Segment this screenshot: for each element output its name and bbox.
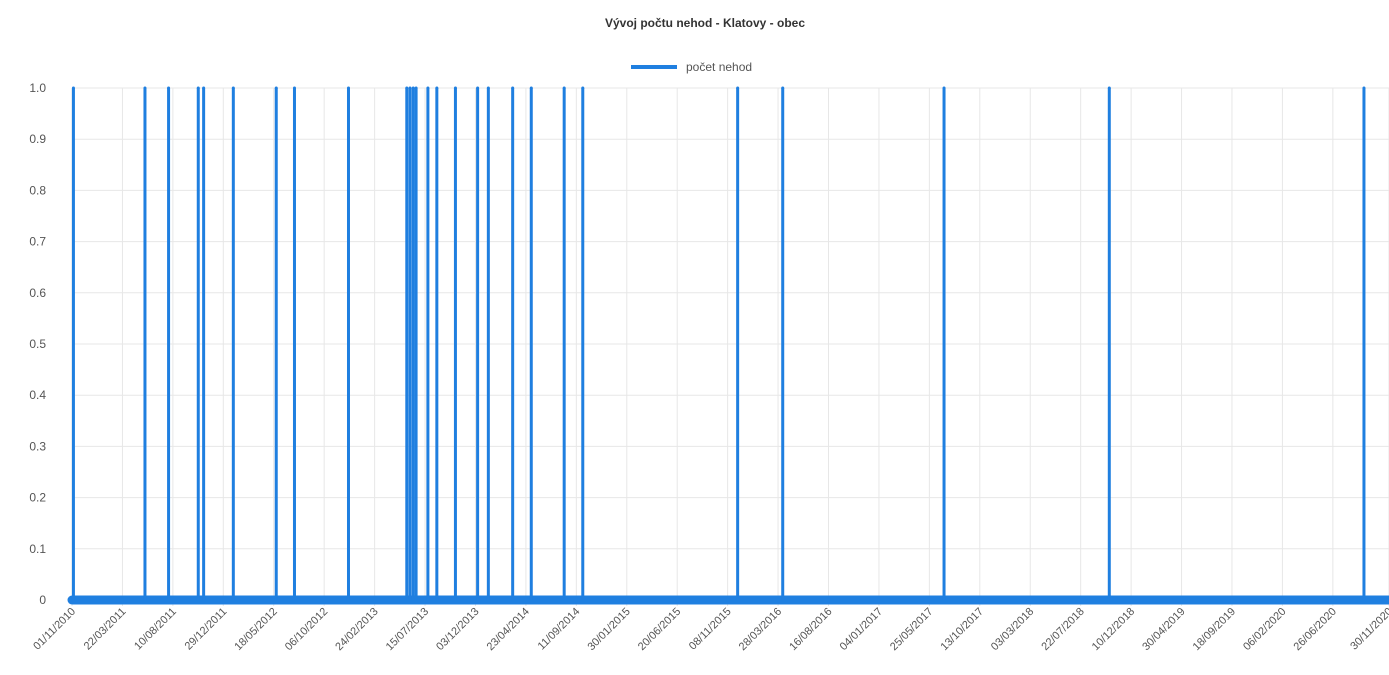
data-point [71,86,75,90]
y-tick-label: 0.8 [29,183,46,197]
legend-label: počet nehod [686,60,752,74]
legend[interactable]: počet nehod [631,60,752,74]
data-point [781,86,785,90]
x-tick-label: 24/02/2013 [333,606,380,653]
data-point [453,86,457,90]
data-point [167,86,171,90]
data-point [562,86,566,90]
x-tick-label: 10/12/2018 [1090,606,1137,653]
data-point [476,86,480,90]
x-tick-label: 22/07/2018 [1039,606,1086,653]
data-point [196,86,200,90]
data-point [581,86,585,90]
x-tick-label: 13/10/2017 [939,606,986,653]
x-tick-label: 22/03/2011 [82,606,129,653]
data-point [435,86,439,90]
data-point [426,86,430,90]
series-pocet-nehod [67,86,1389,605]
x-tick-label: 15/07/2013 [384,606,431,653]
y-tick-label: 0.1 [29,542,46,556]
chart-title: Vývoj počtu nehod - Klatovy - obec [605,16,805,30]
y-tick-label: 0.2 [29,491,46,505]
data-point [202,86,206,90]
x-tick-label: 26/06/2020 [1292,606,1339,653]
x-tick-label: 06/02/2020 [1241,606,1288,653]
data-point [274,86,278,90]
x-tick-label: 29/12/2011 [183,606,230,653]
x-tick-label: 06/10/2012 [283,606,330,653]
x-tick-label: 11/09/2014 [536,606,583,653]
y-axis: 0 0.1 0.2 0.3 0.4 0.5 0.6 0.7 0.8 0.9 1.0 [29,81,46,607]
data-point [231,86,235,90]
x-tick-label: 25/05/2017 [888,606,935,653]
y-tick-label: 0.3 [29,439,46,453]
x-tick-label: 08/11/2015 [687,606,734,653]
data-point [346,86,350,90]
x-tick-label: 03/03/2018 [989,606,1036,653]
x-axis: 01/11/2010 22/03/2011 10/08/2011 29/12/2011… [31,606,1389,653]
data-point [511,86,515,90]
x-tick-label: 03/12/2013 [434,606,481,653]
y-tick-label: 0.5 [29,337,46,351]
data-point [529,86,533,90]
y-tick-label: 0.9 [29,132,46,146]
x-tick-label: 30/01/2015 [585,606,632,653]
data-point [486,86,490,90]
y-tick-label: 0.7 [29,235,46,249]
x-tick-label: 28/03/2016 [737,606,784,653]
x-tick-label: 20/06/2015 [636,606,683,653]
x-tick-label: 10/08/2011 [132,606,179,653]
data-point [143,86,147,90]
data-point [405,86,409,90]
data-point [942,86,946,90]
y-tick-label: 0 [39,593,46,607]
x-tick-label: 18/09/2019 [1191,606,1238,653]
y-tick-label: 0.6 [29,286,46,300]
y-tick-label: 1.0 [29,81,46,95]
data-point [1362,86,1366,90]
data-point [1107,86,1111,90]
x-tick-label: 16/08/2016 [787,606,834,653]
data-point [292,86,296,90]
x-tick-label: 01/11/2010 [31,606,78,653]
x-tick-label: 30/11/2020 [1348,606,1389,653]
x-tick-label: 04/01/2017 [838,606,885,653]
x-tick-label: 30/04/2019 [1140,606,1187,653]
x-tick-label: 18/05/2012 [232,606,279,653]
data-point [411,86,415,90]
data-point [408,86,412,90]
grid [71,87,1389,606]
y-tick-label: 0.4 [29,388,46,402]
data-point [414,86,418,90]
x-tick-label: 23/04/2014 [485,606,532,653]
data-point [736,86,740,90]
